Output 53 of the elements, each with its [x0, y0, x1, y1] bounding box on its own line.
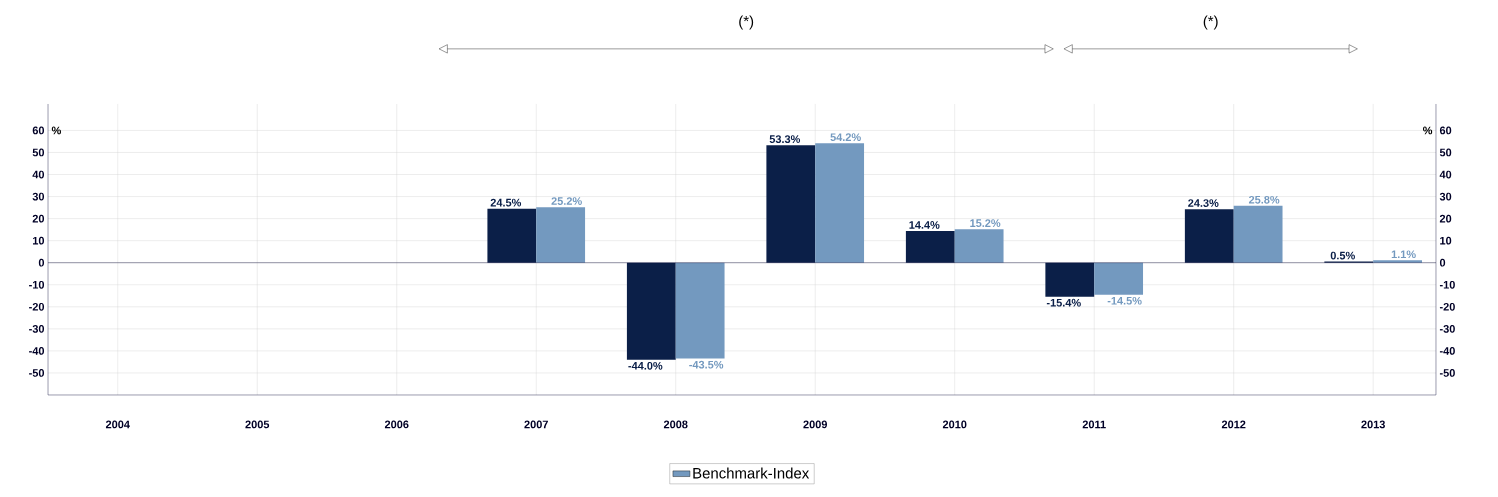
y-tick-label: 40	[32, 170, 45, 179]
data-label: 54.2%	[830, 133, 861, 142]
data-label: 0.5%	[1330, 251, 1355, 260]
text: (*)	[739, 15, 754, 30]
y-tick-label: -30	[29, 324, 45, 333]
data-label: 25.2%	[551, 197, 582, 205]
x-tick-label: 2010	[942, 420, 967, 429]
x-tick-label: 2009	[803, 420, 827, 429]
y2-tick-label: 60	[1439, 126, 1452, 135]
x-tick-label: 2005	[245, 420, 270, 429]
y2-tick-label: 0	[1439, 258, 1446, 267]
x-tick-label: 2012	[1221, 420, 1246, 429]
data-label: -43.5%	[689, 360, 724, 369]
data-label: 15.2%	[970, 219, 1001, 228]
y-tick-label: 20	[32, 214, 45, 223]
x-tick-label: 2013	[1361, 420, 1385, 429]
y2-tick-label: -50	[1439, 369, 1455, 377]
y-tick-label: 0	[38, 258, 45, 267]
y-tick-label: -20	[29, 302, 45, 311]
x-tick-label: 2011	[1082, 420, 1106, 429]
y2-tick-label: 20	[1439, 214, 1452, 223]
data-label: 14.4%	[909, 221, 940, 229]
y2-tick-label: 30	[1439, 192, 1452, 201]
data-label: 1.1%	[1391, 250, 1416, 259]
y2-tick-label: 40	[1439, 170, 1452, 179]
data-label: 53.3%	[769, 135, 801, 144]
data-label: 25.8%	[1248, 195, 1280, 204]
data-label: -15.4%	[1046, 298, 1081, 307]
y-tick-label: 10	[33, 236, 45, 245]
y2-tick-label: -20	[1439, 302, 1455, 311]
y2-tick-label: -10	[1439, 280, 1455, 289]
x-tick-label: 2004	[105, 420, 130, 429]
x-tick-label: 2007	[524, 420, 548, 429]
y-tick-label: 50	[32, 148, 45, 157]
data-label: 24.5%	[490, 198, 522, 207]
y2-tick-label: 10	[1440, 236, 1452, 245]
y-tick-label: -10	[29, 280, 45, 289]
y-tick-label: 30	[32, 192, 45, 201]
y2-axis-title: %	[1422, 126, 1433, 135]
y-tick-label: -40	[29, 347, 45, 355]
y-axis-title: %	[51, 126, 61, 135]
y2-tick-label: -30	[1439, 324, 1455, 333]
y-tick-label: 60	[32, 126, 45, 135]
y-tick-label: -50	[29, 369, 45, 377]
x-tick-label: 2006	[384, 420, 409, 429]
legend-label: Benchmark-Index	[693, 467, 810, 479]
text: (*)	[1203, 15, 1218, 30]
y2-tick-label: 50	[1439, 148, 1452, 157]
data-label: -44.0%	[628, 361, 663, 370]
data-label: 24.3%	[1188, 199, 1219, 207]
data-label: -14.5%	[1107, 296, 1142, 305]
x-tick-label: 2008	[663, 420, 688, 429]
y2-tick-label: -40	[1439, 347, 1455, 355]
